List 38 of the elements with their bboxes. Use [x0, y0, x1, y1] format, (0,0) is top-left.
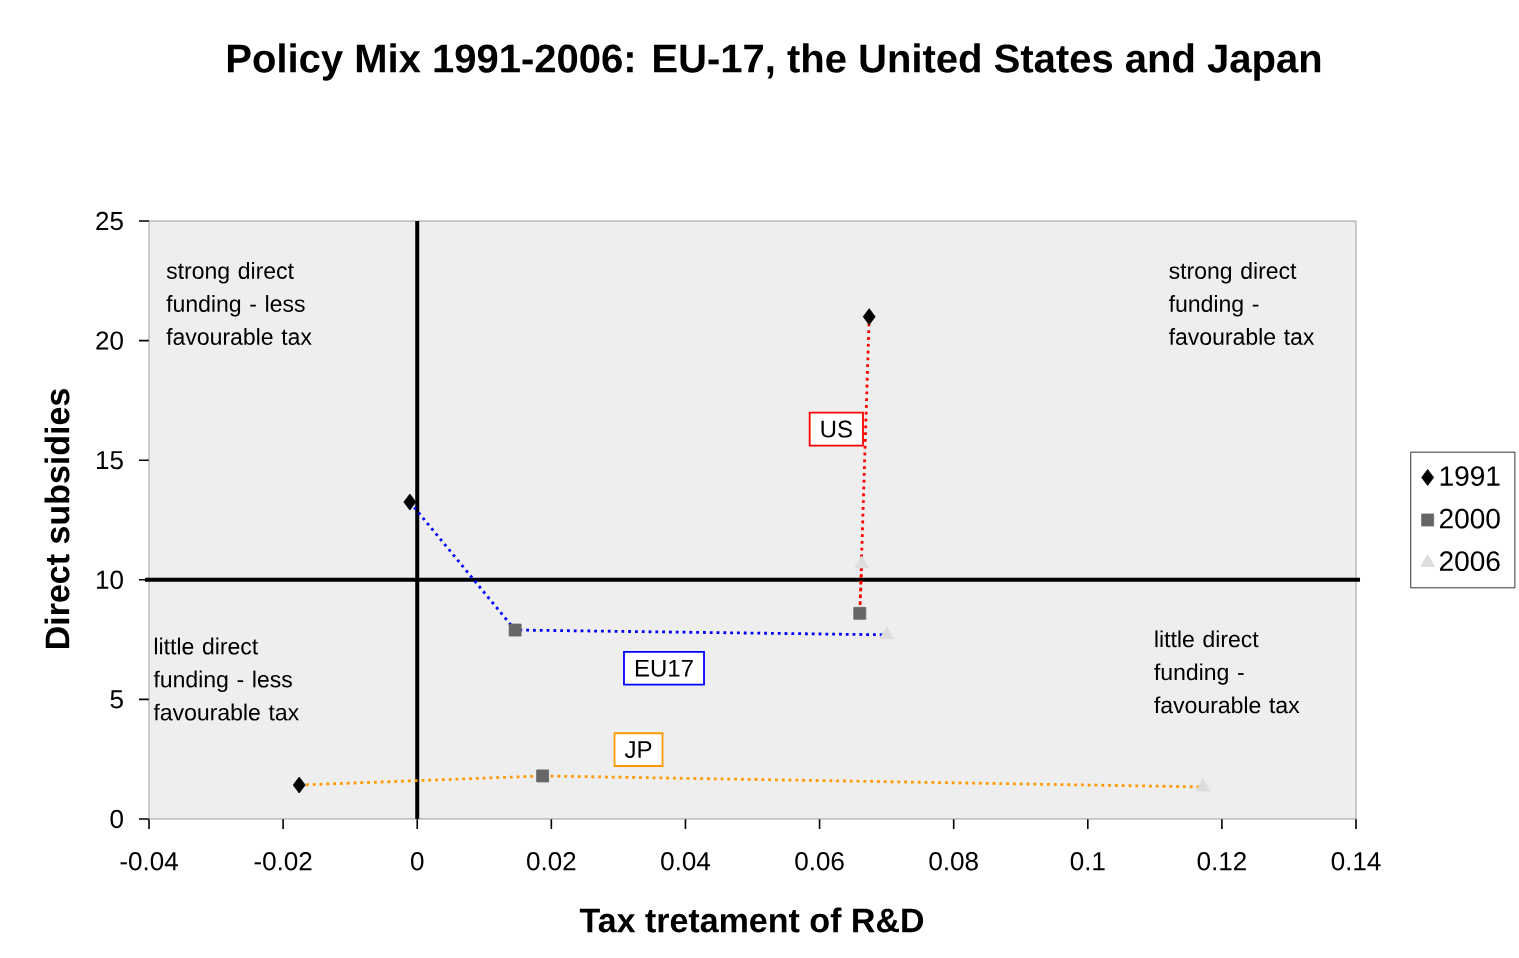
- point: [292, 776, 306, 794]
- legend-label: 2000: [1440, 508, 1500, 529]
- point: [508, 623, 522, 637]
- annotation: strong direct funding - favourable tax: [1168, 262, 1315, 345]
- x-tick-label: 0.1: [1070, 852, 1105, 871]
- point: [536, 769, 550, 783]
- y-axis-title: Direct subsidies: [44, 389, 70, 649]
- x-tick-label: -0.02: [254, 852, 312, 871]
- annotation: EU17: [635, 659, 693, 677]
- x-tick-label: 0.08: [929, 852, 978, 871]
- point: [853, 606, 867, 620]
- y-tick-label: 10: [97, 570, 123, 589]
- point: [1195, 778, 1211, 792]
- y-tick-label: 25: [96, 211, 123, 231]
- legend-label: 1991: [1440, 466, 1500, 486]
- point: [403, 493, 417, 511]
- x-tick-label: 0.02: [527, 852, 576, 871]
- x-tick-label: 0.04: [661, 852, 710, 871]
- x-tick-label: 0.12: [1197, 852, 1246, 871]
- point: [854, 555, 870, 569]
- y-tick-label: 20: [96, 331, 123, 350]
- chart-title: Policy Mix 1991-2006: EU-17, the United States and Japan: [227, 43, 1321, 81]
- x-tick-label: 0.14: [1331, 852, 1381, 871]
- annotation: JP: [624, 741, 652, 758]
- legend-label: 2006: [1440, 551, 1500, 572]
- x-tick-label: -0.04: [120, 852, 178, 871]
- x-axis-title: Tax tretament of R&D: [579, 907, 924, 933]
- x-tick-label: 0.06: [795, 852, 844, 871]
- y-tick-label: 15: [97, 451, 123, 470]
- y-tick-label: 5: [110, 690, 123, 709]
- annotation: little direct funding - favourable tax: [1154, 630, 1300, 714]
- annotation: strong direct funding - less favourable tax: [166, 262, 312, 345]
- point: [879, 626, 894, 640]
- point: [862, 308, 876, 326]
- annotation: little direct funding - less favourable tax: [153, 637, 299, 721]
- x-tick-label: 0: [411, 852, 424, 871]
- annotation: US: [821, 420, 852, 438]
- y-tick-label: 0: [110, 809, 123, 829]
